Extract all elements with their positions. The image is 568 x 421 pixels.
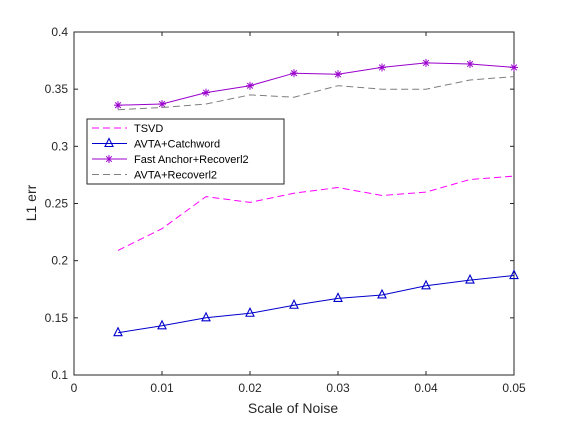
data-point-asterisk <box>334 70 342 79</box>
y-axis-ticks: 0.1 0.15 0.2 0.25 0.3 0.35 0.4 <box>45 25 514 382</box>
legend-label: AVTA+Recoverl2 <box>134 170 217 182</box>
y-tick-label: 0.3 <box>51 139 68 153</box>
data-point-asterisk <box>158 100 166 109</box>
legend-label: Fast Anchor+Recoverl2 <box>134 154 249 166</box>
legend-item: AVTA+Catchword <box>92 137 220 151</box>
series-layer <box>113 58 519 337</box>
plot-frame <box>73 31 515 376</box>
legend: TSVD AVTA+Catchword Fast Anchor+Recoverl2 A… <box>86 118 285 185</box>
y-tick-label: 0.25 <box>45 197 69 211</box>
data-point-triangle <box>333 292 343 302</box>
legend-item: AVTA+Recoverl2 <box>92 170 217 182</box>
legend-box <box>86 118 285 185</box>
data-point-triangle <box>201 311 211 322</box>
y-tick-label: 0.15 <box>45 311 69 325</box>
series-line <box>117 62 515 106</box>
data-point-triangle <box>289 299 299 309</box>
series-line <box>117 76 515 111</box>
plot-area <box>73 31 515 376</box>
legend-label: AVTA+Catchword <box>134 139 220 151</box>
data-point-triangle <box>377 288 387 299</box>
x-tick-label: 0.04 <box>414 381 438 395</box>
y-axis-title: L1 err <box>23 184 39 221</box>
x-tick-label: 0.01 <box>150 381 174 395</box>
series-2 <box>114 58 518 110</box>
legend-label: TSVD <box>134 123 163 135</box>
y-tick-label: 0.4 <box>51 25 68 39</box>
y-tick-label: 0.35 <box>45 82 69 96</box>
data-point-asterisk <box>114 101 122 110</box>
y-tick-label: 0.1 <box>51 368 68 382</box>
x-axis-title: Scale of Noise <box>248 400 338 416</box>
x-tick-label: 0.02 <box>238 381 262 395</box>
x-tick-label: 0 <box>71 381 78 395</box>
x-tick-label: 0.03 <box>326 381 350 395</box>
series-line <box>117 275 515 334</box>
data-point-asterisk <box>378 63 386 72</box>
data-point-triangle <box>157 319 167 330</box>
data-point-triangle <box>509 269 519 280</box>
series-0 <box>117 175 515 251</box>
x-axis-ticks: 0 0.01 0.02 0.03 0.04 0.05 <box>71 32 526 395</box>
data-point-triangle <box>113 326 123 337</box>
series-3 <box>117 76 515 111</box>
series-1 <box>113 269 519 337</box>
data-point-asterisk <box>105 155 113 163</box>
x-tick-label: 0.05 <box>502 381 526 395</box>
data-point-triangle <box>421 279 431 290</box>
y-tick-label: 0.2 <box>51 254 68 268</box>
data-point-asterisk <box>202 88 210 97</box>
series-line <box>117 175 515 251</box>
data-point-triangle <box>104 137 114 148</box>
data-point-asterisk <box>246 81 254 90</box>
data-point-triangle <box>245 307 255 317</box>
data-point-asterisk <box>290 69 298 78</box>
legend-item: Fast Anchor+Recoverl2 <box>92 154 249 166</box>
data-point-asterisk <box>466 60 474 69</box>
data-point-asterisk <box>422 58 430 67</box>
data-point-asterisk <box>510 63 518 72</box>
legend-item: TSVD <box>92 123 163 135</box>
data-point-triangle <box>465 273 475 284</box>
